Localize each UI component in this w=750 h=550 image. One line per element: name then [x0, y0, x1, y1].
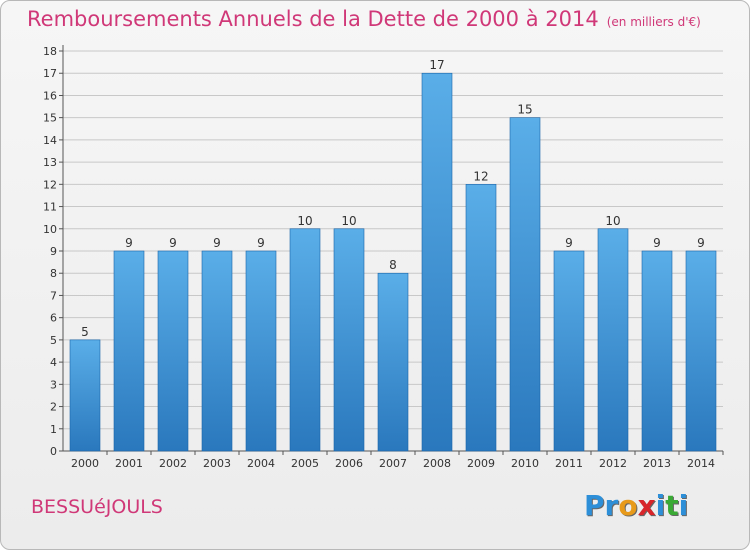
- data-label: 10: [297, 214, 312, 228]
- x-tick-label: 2005: [291, 457, 319, 470]
- logo-letter: r: [604, 489, 619, 522]
- x-tick-label: 2008: [423, 457, 451, 470]
- bar: [641, 250, 673, 452]
- y-tick-label: 6: [50, 312, 57, 325]
- y-tick-label: 18: [43, 45, 57, 58]
- data-label: 8: [389, 258, 397, 272]
- x-tick-label: 2010: [511, 457, 539, 470]
- bar: [69, 339, 101, 452]
- y-tick-label: 11: [43, 201, 57, 214]
- y-tick-label: 1: [50, 423, 57, 436]
- bar: [113, 250, 145, 452]
- y-tick-label: 15: [43, 112, 57, 125]
- bar: [553, 250, 585, 452]
- x-tick-label: 2003: [203, 457, 231, 470]
- logo-letter: i: [678, 489, 689, 522]
- y-tick-label: 4: [50, 356, 57, 369]
- x-tick-label: 2009: [467, 457, 495, 470]
- bar: [421, 72, 453, 452]
- bar: [685, 250, 717, 452]
- logo-letter: i: [655, 489, 666, 522]
- chart-subtitle: (en milliers d'€): [606, 15, 701, 29]
- bar: [245, 250, 277, 452]
- bar: [333, 228, 365, 452]
- x-tick-label: 2014: [687, 457, 715, 470]
- logo-letter: t: [665, 489, 679, 522]
- logo-letter: x: [637, 489, 656, 522]
- commune-name: BESSUéJOULS: [31, 496, 163, 518]
- data-label: 12: [473, 169, 488, 183]
- data-label: 10: [605, 214, 620, 228]
- data-label: 5: [81, 325, 89, 339]
- y-tick-label: 8: [50, 267, 57, 280]
- x-tick-label: 2006: [335, 457, 363, 470]
- y-tick-label: 17: [43, 67, 57, 80]
- x-tick-label: 2007: [379, 457, 407, 470]
- data-label: 10: [341, 214, 356, 228]
- x-tick-label: 2013: [643, 457, 671, 470]
- chart-title: Remboursements Annuels de la Dette de 20…: [27, 7, 599, 31]
- bar: [509, 117, 541, 452]
- logo-letter: o: [618, 489, 638, 522]
- y-tick-label: 7: [50, 289, 57, 302]
- bar: [377, 272, 409, 452]
- chart-title-block: Remboursements Annuels de la Dette de 20…: [27, 7, 701, 31]
- bars: [69, 72, 717, 452]
- y-tick-label: 14: [43, 134, 57, 147]
- logo-letter: P: [584, 489, 605, 522]
- x-tick-label: 2002: [159, 457, 187, 470]
- data-label: 17: [429, 58, 444, 72]
- x-tick-label: 2001: [115, 457, 143, 470]
- y-tick-label: 2: [50, 401, 57, 414]
- y-tick-label: 12: [43, 178, 57, 191]
- data-label: 9: [257, 236, 265, 250]
- y-tick-label: 16: [43, 89, 57, 102]
- y-tick-label: 13: [43, 156, 57, 169]
- y-tick-label: 9: [50, 245, 57, 258]
- data-labels: 5 9 9 9 9 10 10 8 17 12 15 9 10 9 9: [81, 58, 705, 339]
- data-label: 9: [653, 236, 661, 250]
- data-label: 9: [125, 236, 133, 250]
- bar: [597, 228, 629, 452]
- bar: [465, 184, 497, 452]
- bar: [201, 250, 233, 452]
- data-label: 9: [169, 236, 177, 250]
- bar: [157, 250, 189, 452]
- y-tick-label: 0: [50, 445, 57, 458]
- x-tick-label: 2000: [71, 457, 99, 470]
- y-tick-label: 5: [50, 334, 57, 347]
- y-tick-label: 3: [50, 378, 57, 391]
- y-tick-label: 10: [43, 223, 57, 236]
- data-label: 9: [213, 236, 221, 250]
- x-tick-label: 2004: [247, 457, 275, 470]
- x-tick-label: 2012: [599, 457, 627, 470]
- data-label: 9: [697, 236, 705, 250]
- x-tick-label: 2011: [555, 457, 583, 470]
- data-label: 15: [517, 103, 532, 117]
- data-label: 9: [565, 236, 573, 250]
- bar: [289, 228, 321, 452]
